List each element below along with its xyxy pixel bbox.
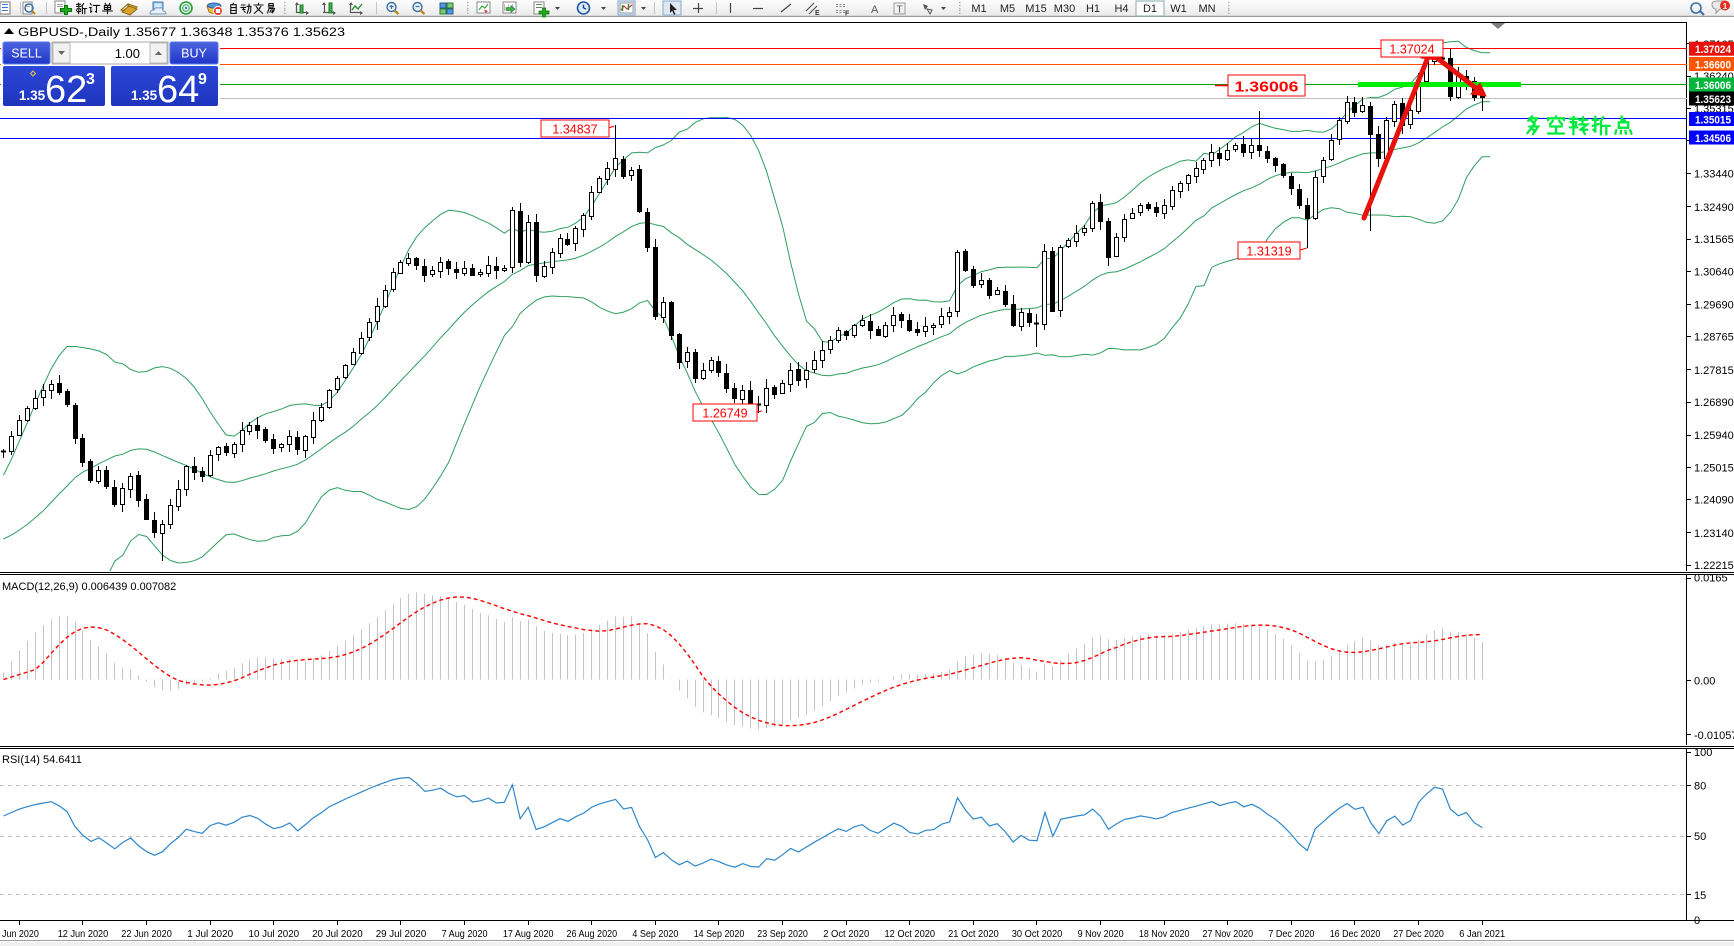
svg-text:3: 3: [86, 71, 95, 88]
svg-text:1.36006: 1.36006: [1695, 80, 1731, 92]
svg-text:1.27815: 1.27815: [1694, 365, 1734, 377]
svg-text:1.00: 1.00: [115, 46, 140, 61]
svg-text:27 Dec 2020: 27 Dec 2020: [1393, 929, 1444, 940]
svg-text:MN: MN: [1198, 3, 1215, 15]
svg-text:1.37024: 1.37024: [1695, 44, 1732, 56]
svg-text:1.34506: 1.34506: [1695, 133, 1731, 145]
svg-text:30 Oct 2020: 30 Oct 2020: [1012, 929, 1063, 940]
svg-text:M30: M30: [1054, 3, 1075, 15]
svg-text:6 Jan 2021: 6 Jan 2021: [1459, 929, 1505, 940]
svg-text:7 Dec 2020: 7 Dec 2020: [1268, 929, 1314, 940]
svg-text:1.26890: 1.26890: [1694, 397, 1734, 409]
svg-text:1.22215: 1.22215: [1694, 560, 1734, 572]
svg-text:27 Nov 2020: 27 Nov 2020: [1203, 929, 1254, 940]
svg-text:BUY: BUY: [181, 47, 207, 61]
svg-text:1.35623: 1.35623: [1695, 94, 1731, 106]
svg-text:1.26749: 1.26749: [702, 407, 747, 421]
svg-text:20 Jul 2020: 20 Jul 2020: [312, 929, 363, 940]
svg-text:15: 15: [1694, 890, 1706, 902]
svg-text:1: 1: [1723, 2, 1728, 11]
svg-text:1.28765: 1.28765: [1694, 332, 1734, 344]
svg-text:4 Sep 2020: 4 Sep 2020: [632, 929, 678, 940]
svg-text:16 Dec 2020: 16 Dec 2020: [1330, 929, 1381, 940]
svg-text:H1: H1: [1086, 3, 1100, 15]
svg-text:H4: H4: [1114, 3, 1128, 15]
svg-text:22 Jun 2020: 22 Jun 2020: [121, 929, 172, 940]
svg-text:1.24090: 1.24090: [1694, 495, 1734, 507]
svg-text:SELL: SELL: [11, 47, 42, 61]
svg-text:0.00: 0.00: [1694, 676, 1715, 688]
svg-text:12 Jun 2020: 12 Jun 2020: [58, 929, 109, 940]
svg-text:12 Oct 2020: 12 Oct 2020: [885, 929, 936, 940]
svg-text:0: 0: [1694, 915, 1700, 927]
svg-text:1.32490: 1.32490: [1694, 202, 1734, 214]
svg-text:1.35: 1.35: [131, 88, 158, 103]
svg-text:0.0165: 0.0165: [1694, 573, 1728, 585]
svg-text:1.31565: 1.31565: [1694, 234, 1734, 246]
svg-text:1.37024: 1.37024: [1389, 43, 1434, 57]
svg-text:9: 9: [198, 71, 207, 88]
svg-text:M15: M15: [1025, 3, 1046, 15]
svg-text:50: 50: [1694, 831, 1706, 843]
svg-text:W1: W1: [1170, 3, 1187, 15]
svg-text:MACD(12,26,9) 0.006439 0.00708: MACD(12,26,9) 0.006439 0.007082: [2, 581, 176, 593]
svg-text:1 Jul 2020: 1 Jul 2020: [187, 929, 233, 940]
svg-text:1.33440: 1.33440: [1694, 169, 1734, 181]
svg-text:1.34837: 1.34837: [552, 123, 597, 137]
svg-text:100: 100: [1694, 747, 1712, 759]
svg-text:1.35: 1.35: [19, 88, 46, 103]
svg-text:1.36600: 1.36600: [1695, 60, 1731, 72]
svg-text:1.35015: 1.35015: [1695, 115, 1731, 127]
svg-text:1.25015: 1.25015: [1694, 462, 1734, 474]
svg-text:2 Oct 2020: 2 Oct 2020: [823, 929, 869, 940]
svg-text:17 Aug 2020: 17 Aug 2020: [503, 929, 554, 940]
svg-text:M1: M1: [971, 3, 986, 15]
svg-text:23 Sep 2020: 23 Sep 2020: [757, 929, 808, 940]
svg-text:GBPUSD-,Daily 1.35677 1.36348: GBPUSD-,Daily 1.35677 1.36348 1.35376 1.…: [18, 27, 345, 39]
svg-text:1.25940: 1.25940: [1694, 430, 1734, 442]
svg-text:80: 80: [1694, 781, 1706, 793]
svg-text:Jun 2020: Jun 2020: [2, 929, 39, 940]
svg-text:E: E: [815, 10, 820, 17]
svg-text:1.36006: 1.36006: [1235, 79, 1299, 96]
svg-text:7 Aug 2020: 7 Aug 2020: [442, 929, 488, 940]
svg-text:1.31319: 1.31319: [1246, 245, 1291, 259]
svg-text:29 Jul 2020: 29 Jul 2020: [376, 929, 427, 940]
svg-text:RSI(14) 54.6411: RSI(14) 54.6411: [2, 754, 82, 766]
svg-text:D1: D1: [1143, 3, 1157, 15]
svg-text:1.23140: 1.23140: [1694, 528, 1734, 540]
svg-text:14 Sep 2020: 14 Sep 2020: [694, 929, 745, 940]
svg-text:18 Nov 2020: 18 Nov 2020: [1139, 929, 1190, 940]
svg-text:1.29690: 1.29690: [1694, 299, 1734, 311]
svg-text:26 Aug 2020: 26 Aug 2020: [567, 929, 618, 940]
svg-text:M5: M5: [1000, 3, 1015, 15]
svg-text:F: F: [845, 11, 850, 18]
svg-text:1.30640: 1.30640: [1694, 266, 1734, 278]
svg-text:9 Nov 2020: 9 Nov 2020: [1078, 929, 1124, 940]
svg-text:10 Jul 2020: 10 Jul 2020: [249, 929, 300, 940]
svg-text:T: T: [897, 5, 903, 16]
svg-text:-0.010571: -0.010571: [1694, 730, 1734, 742]
svg-text:62: 62: [45, 69, 87, 111]
svg-text:64: 64: [157, 69, 199, 111]
svg-text:21 Oct 2020: 21 Oct 2020: [948, 929, 999, 940]
svg-text:A: A: [871, 4, 879, 16]
